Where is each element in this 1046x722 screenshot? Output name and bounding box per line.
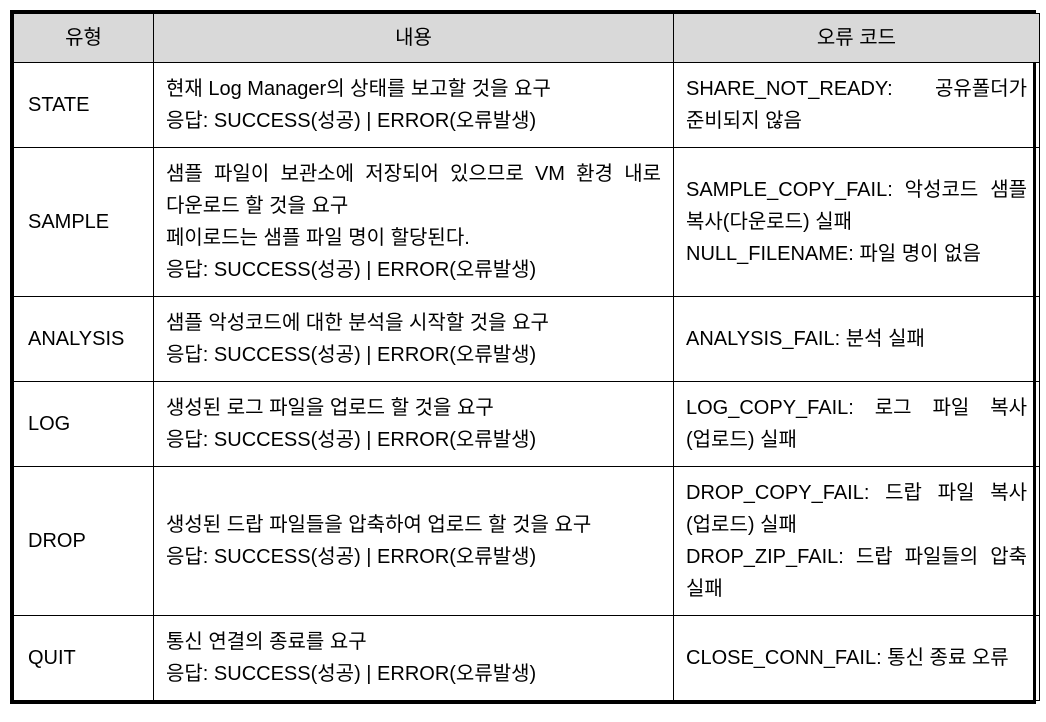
table-row: DROP생성된 드랍 파일들을 압축하여 업로드 할 것을 요구응답: SUCC… (14, 467, 1040, 616)
protocol-table: 유형 내용 오류 코드 STATE현재 Log Manager의 상태를 보고할… (13, 13, 1040, 701)
cell-content: 현재 Log Manager의 상태를 보고할 것을 요구응답: SUCCESS… (154, 63, 674, 148)
cell-type: DROP (14, 467, 154, 616)
table-row: SAMPLE샘플 파일이 보관소에 저장되어 있으므로 VM 환경 내로 다운로… (14, 148, 1040, 297)
header-row: 유형 내용 오류 코드 (14, 14, 1040, 63)
table-row: STATE현재 Log Manager의 상태를 보고할 것을 요구응답: SU… (14, 63, 1040, 148)
cell-error: LOG_COPY_FAIL: 로그 파일 복사(업로드) 실패 (674, 382, 1040, 467)
cell-error: SHARE_NOT_READY: 공유폴더가 준비되지 않음 (674, 63, 1040, 148)
cell-content: 샘플 악성코드에 대한 분석을 시작할 것을 요구응답: SUCCESS(성공)… (154, 297, 674, 382)
cell-content: 통신 연결의 종료를 요구응답: SUCCESS(성공) | ERROR(오류발… (154, 616, 674, 701)
cell-content: 생성된 로그 파일을 업로드 할 것을 요구응답: SUCCESS(성공) | … (154, 382, 674, 467)
header-error: 오류 코드 (674, 14, 1040, 63)
cell-type: LOG (14, 382, 154, 467)
protocol-table-container: 유형 내용 오류 코드 STATE현재 Log Manager의 상태를 보고할… (10, 10, 1036, 704)
header-type: 유형 (14, 14, 154, 63)
cell-error: DROP_COPY_FAIL: 드랍 파일 복사(업로드) 실패DROP_ZIP… (674, 467, 1040, 616)
cell-content: 샘플 파일이 보관소에 저장되어 있으므로 VM 환경 내로 다운로드 할 것을… (154, 148, 674, 297)
cell-error: SAMPLE_COPY_FAIL: 악성코드 샘플 복사(다운로드) 실패NUL… (674, 148, 1040, 297)
cell-error: ANALYSIS_FAIL: 분석 실패 (674, 297, 1040, 382)
cell-type: STATE (14, 63, 154, 148)
table-row: LOG생성된 로그 파일을 업로드 할 것을 요구응답: SUCCESS(성공)… (14, 382, 1040, 467)
cell-type: SAMPLE (14, 148, 154, 297)
cell-content: 생성된 드랍 파일들을 압축하여 업로드 할 것을 요구응답: SUCCESS(… (154, 467, 674, 616)
cell-error: CLOSE_CONN_FAIL: 통신 종료 오류 (674, 616, 1040, 701)
table-header: 유형 내용 오류 코드 (14, 14, 1040, 63)
table-row: ANALYSIS샘플 악성코드에 대한 분석을 시작할 것을 요구응답: SUC… (14, 297, 1040, 382)
table-body: STATE현재 Log Manager의 상태를 보고할 것을 요구응답: SU… (14, 63, 1040, 701)
table-row: QUIT통신 연결의 종료를 요구응답: SUCCESS(성공) | ERROR… (14, 616, 1040, 701)
cell-type: QUIT (14, 616, 154, 701)
cell-type: ANALYSIS (14, 297, 154, 382)
header-content: 내용 (154, 14, 674, 63)
